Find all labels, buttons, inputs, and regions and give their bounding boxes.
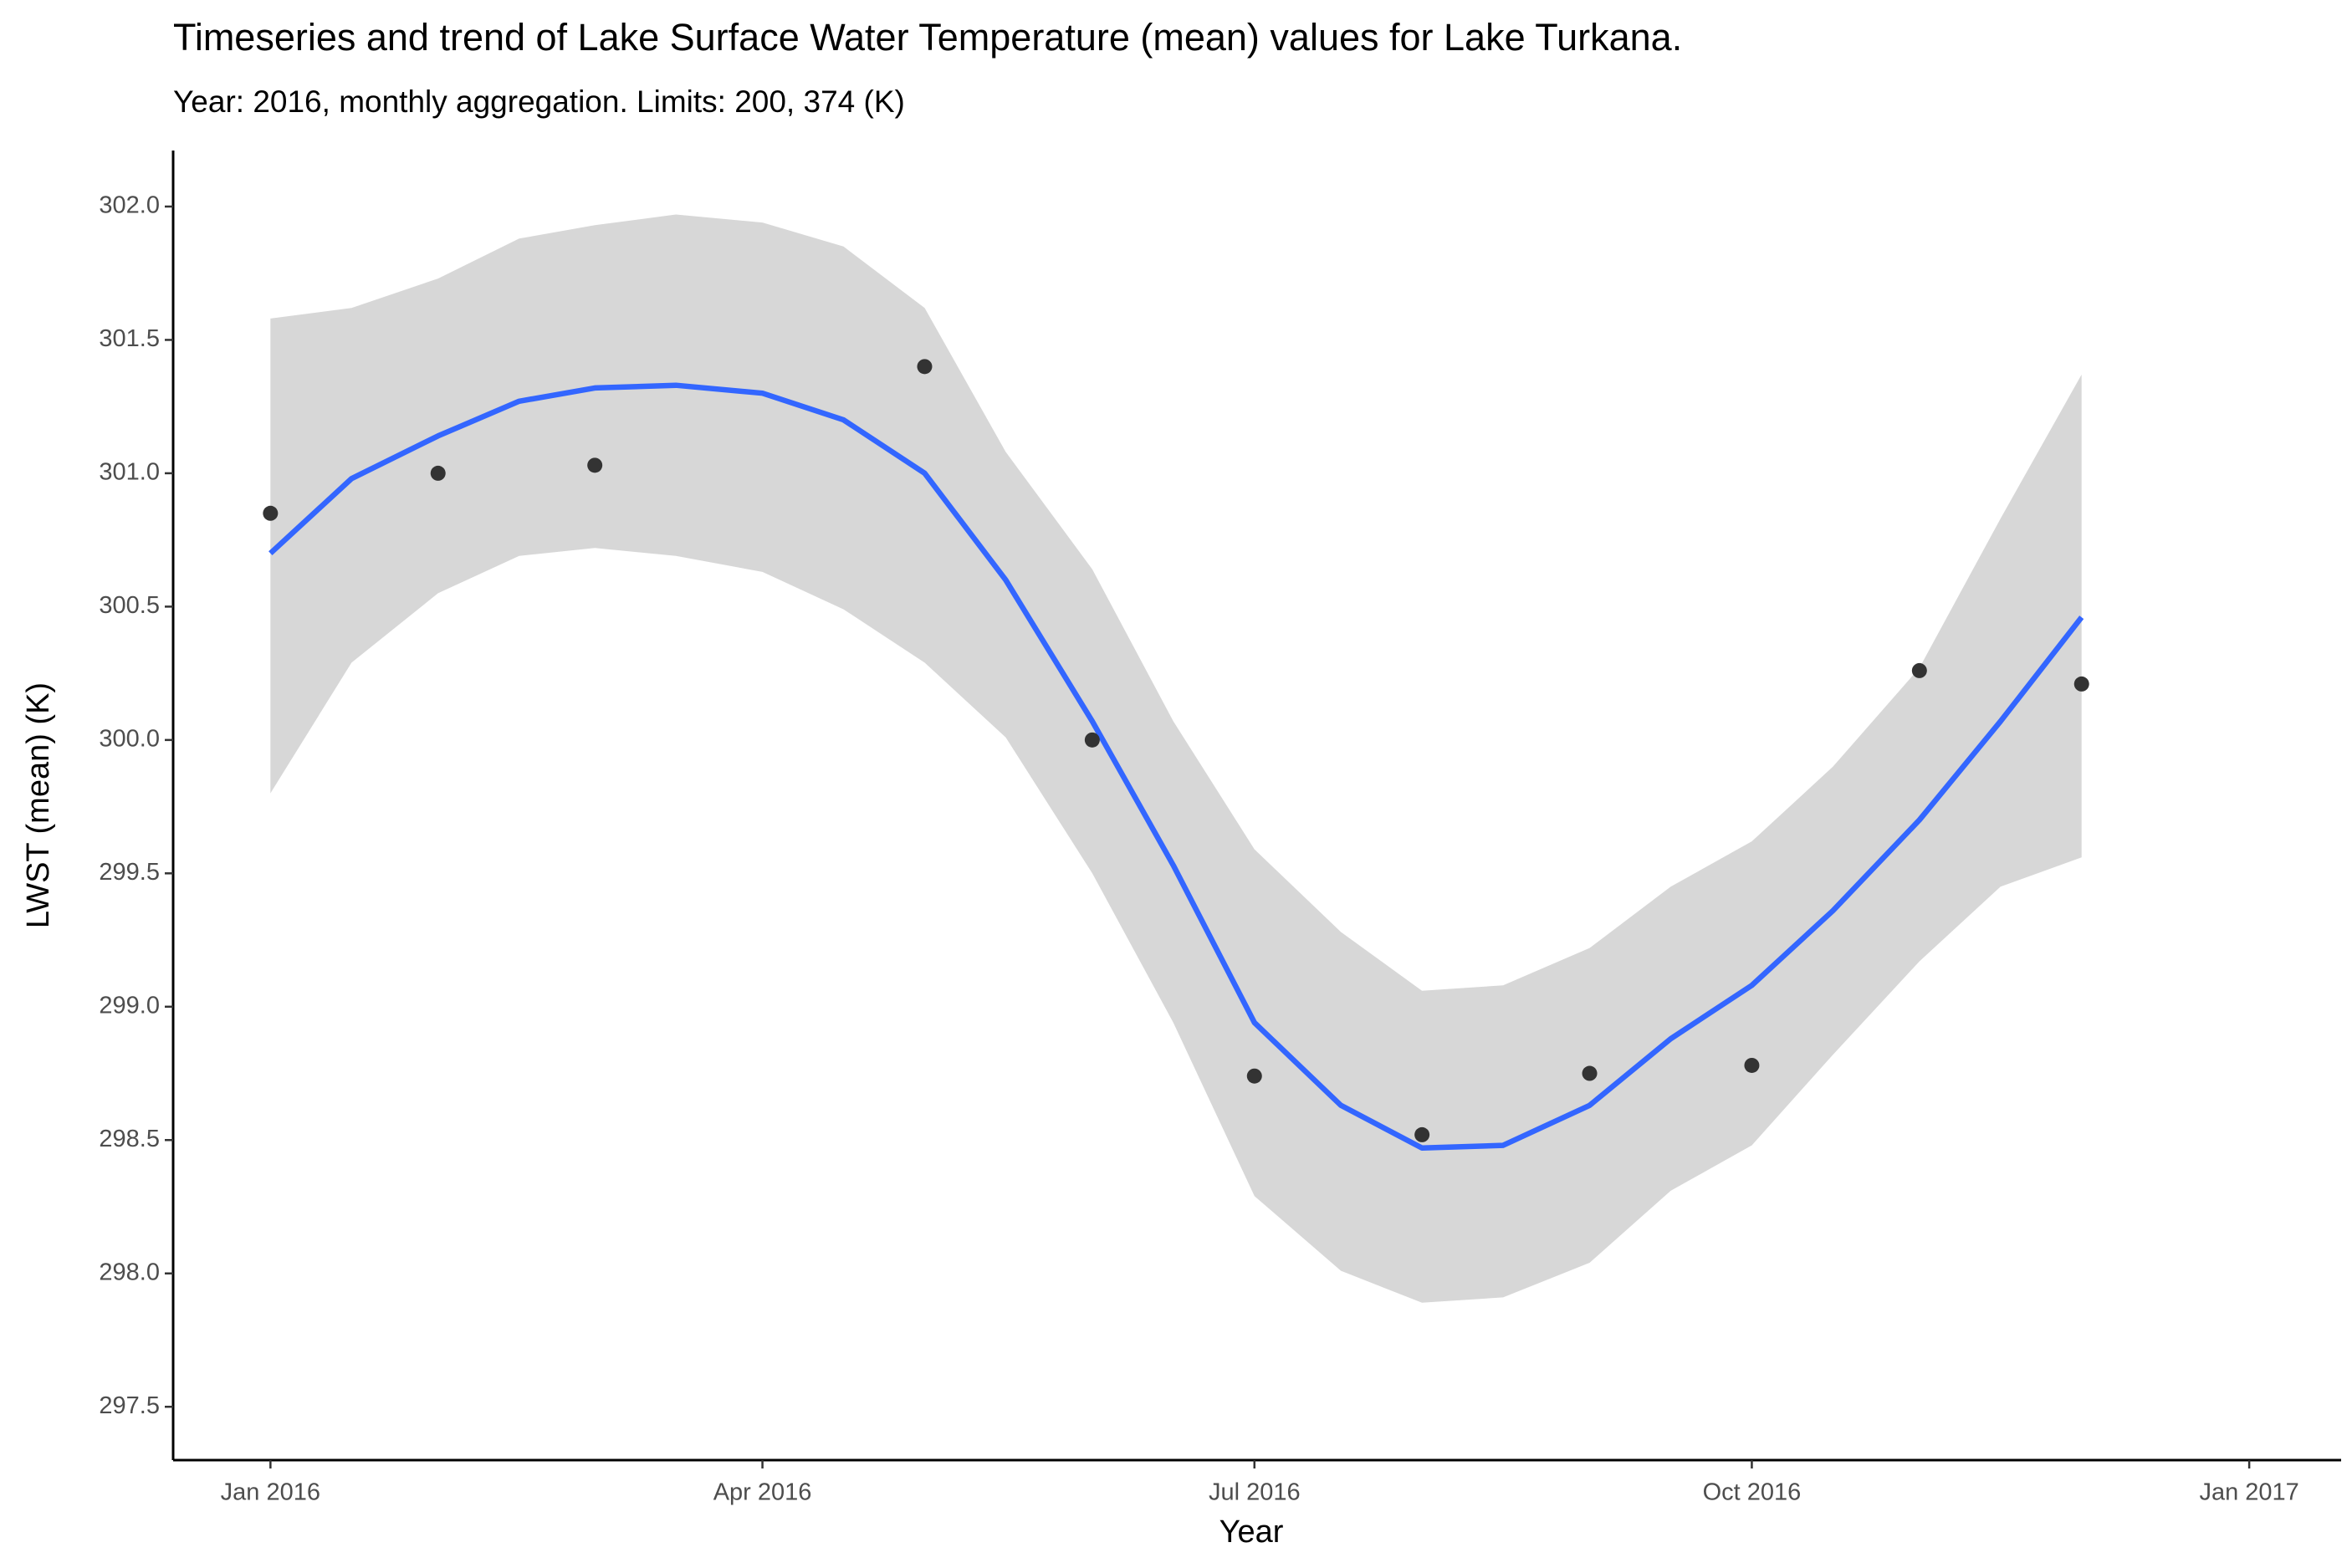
x-tick-label: Oct 2016 <box>1703 1479 1802 1506</box>
x-axis-label: Year <box>1219 1514 1284 1550</box>
trend-line <box>268 382 2084 1152</box>
y-tick-label: 302.0 <box>99 192 160 219</box>
chart-subtitle: Year: 2016, monthly aggregation. Limits:… <box>173 84 905 119</box>
data-point <box>1911 662 1927 678</box>
x-tick-label: Apr 2016 <box>713 1479 812 1506</box>
y-tick-label: 300.0 <box>99 726 160 753</box>
data-point <box>430 465 446 481</box>
y-tick-label: 301.5 <box>99 325 160 352</box>
y-tick-label: 299.0 <box>99 992 160 1019</box>
y-tick-label: 297.5 <box>99 1392 160 1419</box>
y-tick-label: 299.5 <box>99 859 160 886</box>
data-point <box>1084 732 1100 748</box>
data-point <box>1246 1068 1262 1084</box>
x-tick-label: Jan 2016 <box>221 1479 320 1506</box>
x-tick-label: Jul 2016 <box>1209 1479 1301 1506</box>
y-tick-label: 298.0 <box>99 1259 160 1285</box>
data-point <box>917 359 933 375</box>
y-tick-label: 300.5 <box>99 592 160 619</box>
x-tick-label: Jan 2017 <box>2199 1479 2298 1506</box>
y-tick-label: 301.0 <box>99 459 160 486</box>
data-point <box>1414 1126 1430 1142</box>
y-tick-label: 298.5 <box>99 1126 160 1152</box>
chart-title: Timeseries and trend of Lake Surface Wat… <box>173 16 1682 59</box>
y-axis-label: LWST (mean) (K) <box>21 682 56 928</box>
confidence-band <box>270 214 2082 1303</box>
data-point <box>587 457 603 473</box>
data-point <box>2073 676 2089 692</box>
data-point <box>263 505 279 521</box>
data-point <box>1744 1057 1760 1073</box>
data-point <box>1582 1065 1598 1081</box>
